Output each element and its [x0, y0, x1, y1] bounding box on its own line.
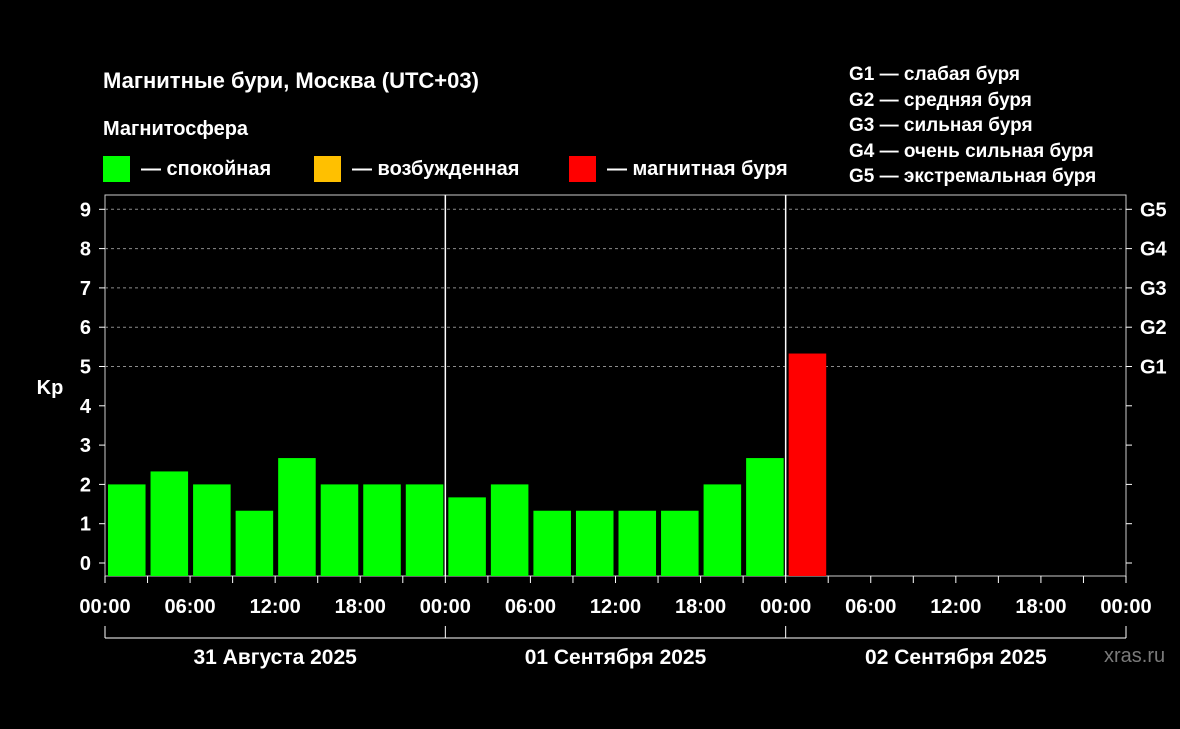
x-tick-label: 06:00	[165, 596, 216, 618]
y-tick-label: 5	[80, 357, 91, 379]
day-label: 02 Сентября 2025	[865, 646, 1047, 669]
x-tick-label: 18:00	[335, 596, 386, 618]
x-tick-label: 00:00	[420, 596, 471, 618]
legend-item-storm: — магнитная буря	[569, 155, 788, 183]
y-tick-label: 0	[80, 553, 91, 575]
legend-item-calm: — спокойная	[103, 155, 271, 183]
legend-heading: Магнитосфера	[103, 118, 249, 140]
watermark: xras.ru	[1104, 645, 1166, 667]
bar	[278, 458, 316, 576]
x-tick-label: 12:00	[590, 596, 641, 618]
x-tick-label: 18:00	[675, 596, 726, 618]
storm-level-label: G4	[1140, 239, 1168, 261]
y-tick-label: 2	[80, 474, 91, 496]
bar	[150, 471, 189, 576]
x-tick-label: 00:00	[1100, 596, 1151, 618]
bar	[320, 484, 359, 576]
y-tick-label: 8	[80, 239, 91, 261]
x-tick-label: 00:00	[760, 596, 811, 618]
bar	[746, 458, 784, 576]
bar	[575, 510, 614, 576]
legend-label-excited: — возбужденная	[352, 157, 520, 180]
day-label: 01 Сентября 2025	[525, 646, 707, 669]
legend-label-storm: — магнитная буря	[607, 157, 788, 180]
y-tick-label: 3	[80, 435, 91, 457]
storm-level-label: G2	[1140, 317, 1167, 339]
chart-title: Магнитные бури, Москва (UTC+03)	[103, 68, 479, 93]
day-label: 31 Августа 2025	[193, 646, 357, 669]
legend-item-excited: — возбужденная	[314, 155, 519, 183]
storm-level-label: G5	[1140, 199, 1167, 221]
storm-scale-item: G1 — слабая буря	[849, 64, 1021, 85]
x-tick-label: 18:00	[1015, 596, 1066, 618]
y-tick-label: 4	[80, 396, 92, 418]
legend-swatch-calm	[103, 156, 130, 182]
x-tick-label: 12:00	[930, 596, 981, 618]
bar	[405, 484, 444, 576]
bar	[363, 484, 401, 576]
bar	[235, 510, 274, 576]
x-tick-label: 06:00	[505, 596, 556, 618]
bar	[448, 497, 486, 576]
y-tick-label: 1	[80, 514, 91, 536]
bar	[108, 484, 146, 576]
bar	[533, 510, 571, 576]
bar	[661, 510, 699, 576]
storm-scale-item: G5 — экстремальная буря	[849, 166, 1097, 187]
storm-level-label: G3	[1140, 278, 1167, 300]
storm-scale-item: G4 — очень сильная буря	[849, 140, 1094, 162]
y-tick-label: 6	[80, 317, 91, 339]
storm-scale-item: G3 — сильная буря	[849, 115, 1033, 136]
legend-swatch-excited	[314, 156, 341, 182]
storm-level-label: G1	[1140, 357, 1167, 379]
bar	[193, 484, 231, 576]
x-tick-label: 12:00	[250, 596, 301, 618]
bar	[788, 353, 827, 576]
bar	[490, 484, 529, 576]
y-tick-label: 7	[80, 278, 91, 300]
bar	[618, 510, 657, 576]
legend-label-calm: — спокойная	[141, 157, 272, 180]
y-tick-label: 9	[80, 199, 91, 221]
y-axis-label: Kp	[37, 377, 64, 399]
x-tick-label: 00:00	[79, 596, 130, 618]
x-tick-label: 06:00	[845, 596, 896, 618]
bar	[703, 484, 742, 576]
legend-swatch-storm	[569, 156, 596, 182]
storm-scale-item: G2 — средняя буря	[849, 89, 1032, 111]
storm-scale-list: G1 — слабая буря G2 — средняя буря G3 — …	[849, 62, 1096, 190]
